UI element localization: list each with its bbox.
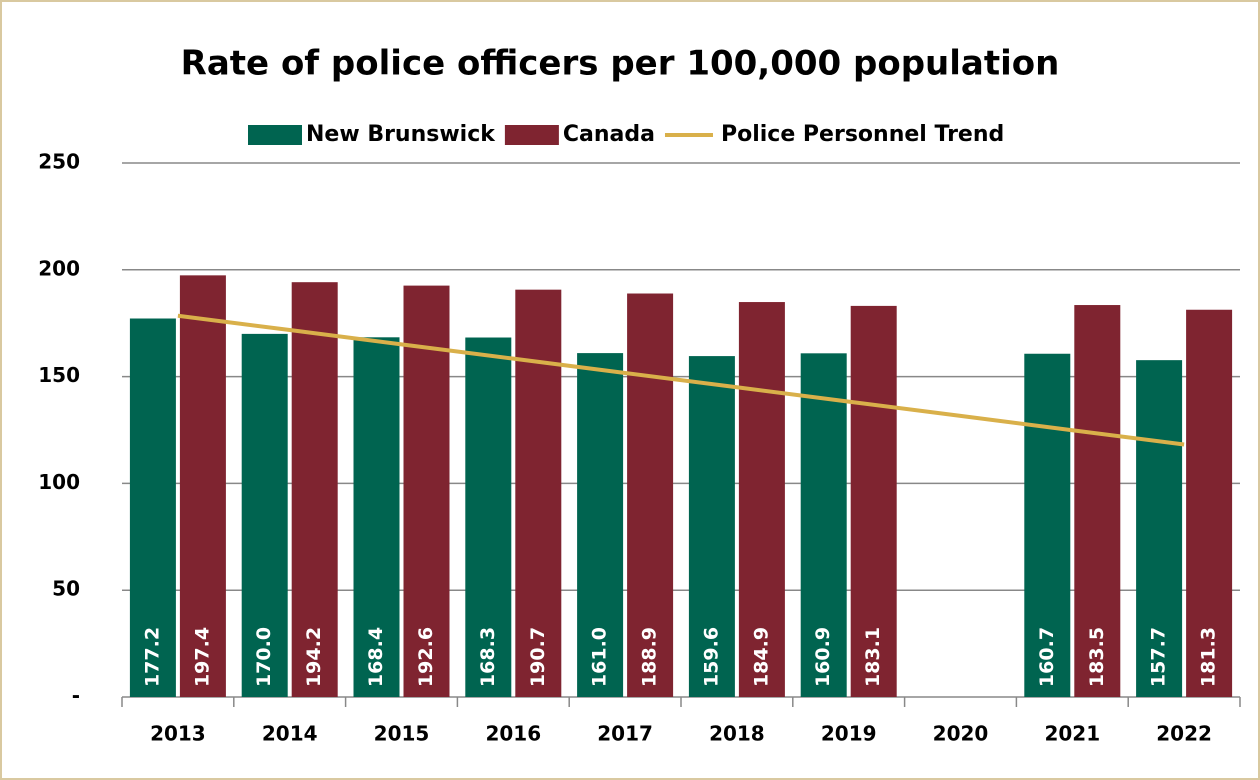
y-tick-label: 250	[38, 150, 80, 174]
data-label: 194.2	[303, 627, 325, 687]
data-label: 177.2	[141, 627, 163, 687]
legend-label: Canada	[563, 122, 655, 147]
x-tick-label: 2017	[597, 722, 653, 746]
x-tick-label: 2020	[933, 722, 989, 746]
data-label: 157.7	[1148, 627, 1170, 687]
bar	[179, 275, 226, 697]
bar	[800, 353, 847, 697]
y-tick-label: -	[72, 684, 80, 708]
x-tick-label: 2014	[262, 722, 318, 746]
bar	[241, 333, 288, 697]
bar	[353, 337, 400, 697]
data-label: 183.5	[1086, 627, 1108, 687]
x-tick-label: 2016	[485, 722, 541, 746]
x-tick-label: 2019	[821, 722, 877, 746]
y-tick-label: 200	[38, 256, 80, 280]
bar	[129, 318, 176, 697]
legend-swatch	[504, 125, 559, 145]
data-label: 160.9	[812, 627, 834, 687]
data-label: 184.9	[750, 627, 772, 687]
x-tick-label: 2018	[709, 722, 765, 746]
trend-line	[177, 313, 1185, 447]
bar	[850, 305, 897, 697]
bar	[688, 356, 735, 697]
x-tick-label: 2013	[150, 722, 206, 746]
bar	[738, 302, 785, 697]
data-label: 168.4	[365, 627, 387, 687]
x-tick-label: 2015	[374, 722, 430, 746]
bar	[515, 289, 562, 697]
data-label: 181.3	[1198, 627, 1220, 687]
bar	[627, 293, 674, 697]
data-label: 161.0	[589, 627, 611, 687]
y-tick-label: 100	[38, 470, 80, 494]
bar	[403, 285, 450, 697]
bar	[1186, 309, 1233, 697]
bar	[1136, 360, 1183, 697]
bar	[465, 337, 512, 697]
data-label: 160.7	[1036, 627, 1058, 687]
data-label: 183.1	[862, 627, 884, 687]
data-label: 190.7	[527, 627, 549, 687]
chart-title: Rate of police officers per 100,000 popu…	[181, 44, 1060, 84]
data-label: 168.3	[477, 627, 499, 687]
data-label: 197.4	[191, 627, 213, 687]
data-label: 188.9	[639, 627, 661, 687]
x-tick-label: 2021	[1044, 722, 1100, 746]
y-tick-label: 150	[38, 363, 80, 387]
legend-label: New Brunswick	[306, 122, 496, 147]
y-tick-label: 50	[52, 577, 80, 601]
data-label: 192.6	[415, 627, 437, 687]
bar	[1074, 305, 1121, 697]
data-label: 159.6	[700, 627, 722, 687]
bar	[577, 353, 624, 697]
data-label: 170.0	[253, 627, 275, 687]
legend-swatch	[248, 125, 302, 145]
bar	[1024, 353, 1071, 697]
legend-label: Police Personnel Trend	[721, 122, 1004, 147]
x-tick-label: 2022	[1156, 722, 1212, 746]
bar	[291, 282, 338, 697]
